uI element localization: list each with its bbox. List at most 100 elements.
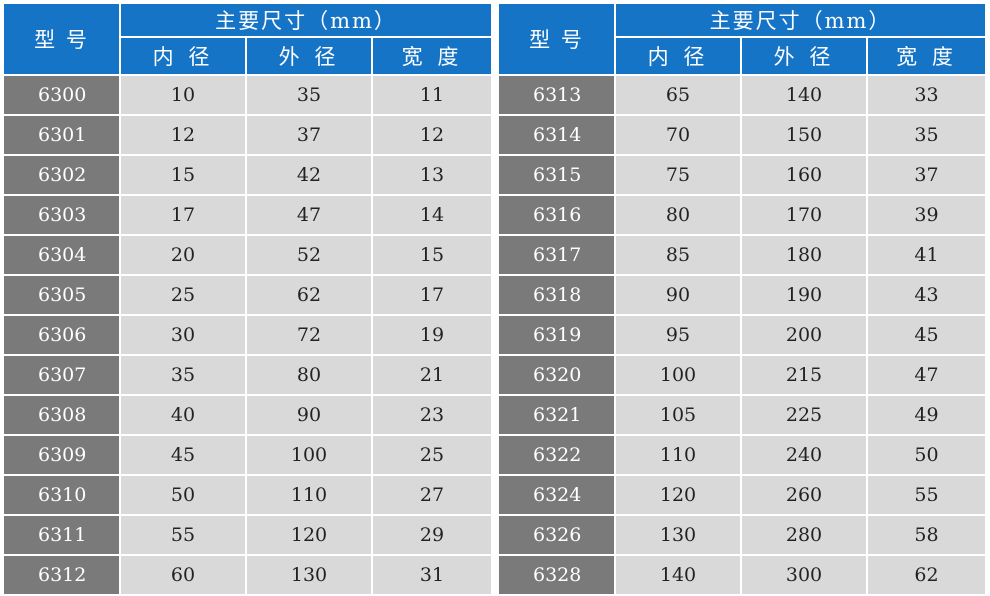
- model-cell: 6300: [4, 76, 121, 116]
- inner-diameter-cell: 55: [121, 516, 247, 556]
- outer-diameter-cell: 260: [742, 476, 868, 516]
- model-cell: 6306: [4, 316, 121, 356]
- inner-diameter-cell: 60: [121, 556, 247, 596]
- model-cell: 6307: [4, 356, 121, 396]
- inner-diameter-cell: 10: [121, 76, 247, 116]
- model-cell: 6303: [4, 196, 121, 236]
- model-cell: 6311: [4, 516, 121, 556]
- model-cell: 6308: [4, 396, 121, 436]
- width-cell: 45: [868, 316, 987, 356]
- outer-diameter-cell: 130: [247, 556, 373, 596]
- width-cell: 55: [868, 476, 987, 516]
- bearing-table-right: 型 号 主要尺寸（mm） 内 径 外 径 宽 度 6313 65 140 33 6314…: [499, 4, 987, 596]
- inner-diameter-cell: 85: [616, 236, 742, 276]
- outer-diameter-cell: 300: [742, 556, 868, 596]
- outer-diameter-cell: 37: [247, 116, 373, 156]
- width-cell: 29: [373, 516, 493, 556]
- outer-diameter-cell: 80: [247, 356, 373, 396]
- outer-diameter-cell: 100: [247, 436, 373, 476]
- inner-diameter-cell: 140: [616, 556, 742, 596]
- outer-diameter-cell: 42: [247, 156, 373, 196]
- header-dimensions: 主要尺寸（mm）: [616, 4, 987, 38]
- width-cell: 23: [373, 396, 493, 436]
- width-cell: 35: [868, 116, 987, 156]
- width-cell: 58: [868, 516, 987, 556]
- outer-diameter-cell: 160: [742, 156, 868, 196]
- width-cell: 39: [868, 196, 987, 236]
- outer-diameter-cell: 280: [742, 516, 868, 556]
- model-cell: 6304: [4, 236, 121, 276]
- inner-diameter-cell: 130: [616, 516, 742, 556]
- header-model: 型 号: [4, 4, 121, 76]
- header-outer-diameter: 外 径: [742, 38, 868, 76]
- inner-diameter-cell: 20: [121, 236, 247, 276]
- inner-diameter-cell: 25: [121, 276, 247, 316]
- header-width: 宽 度: [373, 38, 493, 76]
- header-width: 宽 度: [868, 38, 987, 76]
- outer-diameter-cell: 215: [742, 356, 868, 396]
- model-cell: 6312: [4, 556, 121, 596]
- inner-diameter-cell: 12: [121, 116, 247, 156]
- model-cell: 6305: [4, 276, 121, 316]
- inner-diameter-cell: 75: [616, 156, 742, 196]
- outer-diameter-cell: 180: [742, 236, 868, 276]
- header-inner-diameter: 内 径: [616, 38, 742, 76]
- inner-diameter-cell: 120: [616, 476, 742, 516]
- inner-diameter-cell: 40: [121, 396, 247, 436]
- width-cell: 25: [373, 436, 493, 476]
- model-cell: 6313: [499, 76, 616, 116]
- model-cell: 6319: [499, 316, 616, 356]
- width-cell: 15: [373, 236, 493, 276]
- model-cell: 6318: [499, 276, 616, 316]
- outer-diameter-cell: 90: [247, 396, 373, 436]
- width-cell: 41: [868, 236, 987, 276]
- outer-diameter-cell: 35: [247, 76, 373, 116]
- inner-diameter-cell: 45: [121, 436, 247, 476]
- header-inner-diameter: 内 径: [121, 38, 247, 76]
- width-cell: 11: [373, 76, 493, 116]
- outer-diameter-cell: 52: [247, 236, 373, 276]
- outer-diameter-cell: 110: [247, 476, 373, 516]
- outer-diameter-cell: 72: [247, 316, 373, 356]
- width-cell: 14: [373, 196, 493, 236]
- width-cell: 17: [373, 276, 493, 316]
- width-cell: 21: [373, 356, 493, 396]
- outer-diameter-cell: 140: [742, 76, 868, 116]
- bearing-table-left: 型 号 主要尺寸（mm） 内 径 外 径 宽 度 6300 10 35 11 6301 1…: [4, 4, 493, 596]
- inner-diameter-cell: 110: [616, 436, 742, 476]
- model-cell: 6310: [4, 476, 121, 516]
- inner-diameter-cell: 90: [616, 276, 742, 316]
- outer-diameter-cell: 200: [742, 316, 868, 356]
- model-cell: 6328: [499, 556, 616, 596]
- model-cell: 6302: [4, 156, 121, 196]
- model-cell: 6317: [499, 236, 616, 276]
- model-cell: 6314: [499, 116, 616, 156]
- width-cell: 50: [868, 436, 987, 476]
- inner-diameter-cell: 17: [121, 196, 247, 236]
- width-cell: 43: [868, 276, 987, 316]
- width-cell: 31: [373, 556, 493, 596]
- inner-diameter-cell: 15: [121, 156, 247, 196]
- outer-diameter-cell: 170: [742, 196, 868, 236]
- model-cell: 6324: [499, 476, 616, 516]
- inner-diameter-cell: 105: [616, 396, 742, 436]
- outer-diameter-cell: 240: [742, 436, 868, 476]
- width-cell: 27: [373, 476, 493, 516]
- model-cell: 6315: [499, 156, 616, 196]
- width-cell: 13: [373, 156, 493, 196]
- outer-diameter-cell: 120: [247, 516, 373, 556]
- width-cell: 12: [373, 116, 493, 156]
- inner-diameter-cell: 30: [121, 316, 247, 356]
- model-cell: 6322: [499, 436, 616, 476]
- width-cell: 19: [373, 316, 493, 356]
- inner-diameter-cell: 35: [121, 356, 247, 396]
- model-cell: 6301: [4, 116, 121, 156]
- inner-diameter-cell: 70: [616, 116, 742, 156]
- header-model: 型 号: [499, 4, 616, 76]
- width-cell: 49: [868, 396, 987, 436]
- header-dimensions: 主要尺寸（mm）: [121, 4, 493, 38]
- width-cell: 62: [868, 556, 987, 596]
- inner-diameter-cell: 95: [616, 316, 742, 356]
- model-cell: 6320: [499, 356, 616, 396]
- width-cell: 33: [868, 76, 987, 116]
